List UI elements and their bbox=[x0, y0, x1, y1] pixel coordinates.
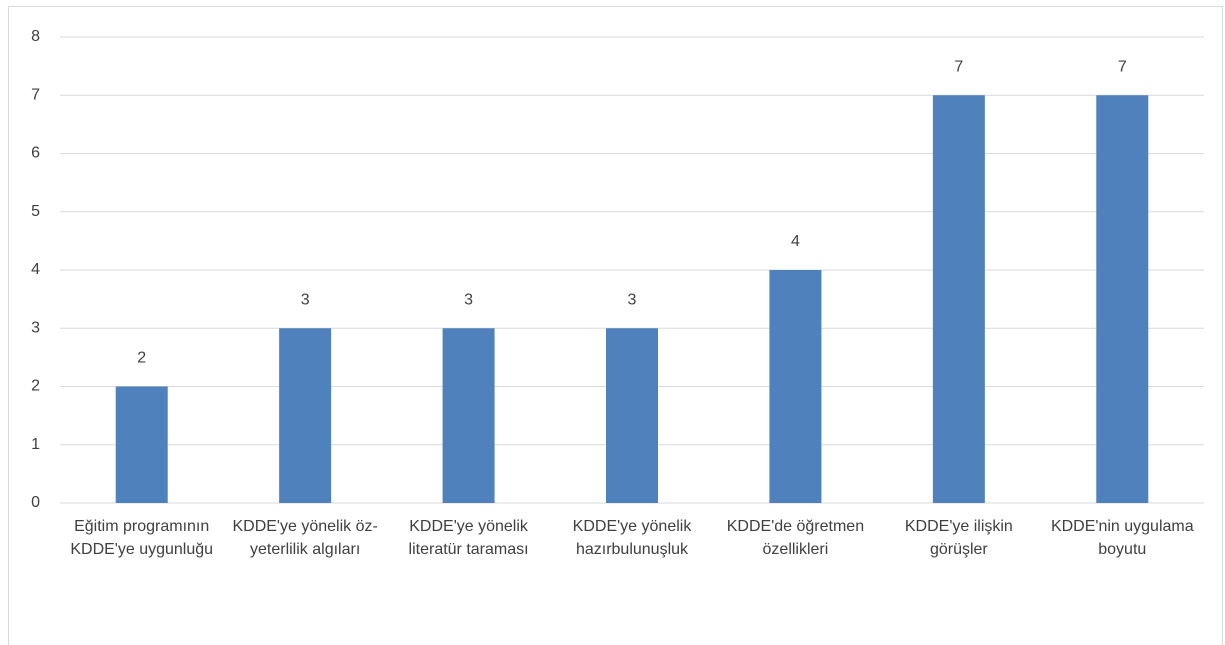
x-tick-label: KDDE'ye yönelik hazırbulunuşluk bbox=[572, 518, 692, 558]
y-tick-label: 6 bbox=[31, 145, 40, 162]
x-tick-label: KDDE'ye ilişkin görüşler bbox=[904, 518, 1013, 558]
bar bbox=[769, 270, 822, 503]
data-label: 2 bbox=[137, 350, 146, 367]
y-tick-label: 1 bbox=[31, 436, 40, 453]
data-label: 7 bbox=[1118, 58, 1127, 75]
x-tick-label: KDDE'nin uygulama boyutu bbox=[1050, 518, 1194, 558]
data-label: 3 bbox=[628, 291, 637, 308]
y-tick-label: 4 bbox=[31, 261, 40, 278]
bar bbox=[279, 328, 332, 503]
x-tick-label: KDDE'ye yönelik literatür taraması bbox=[408, 518, 529, 558]
x-tick-label: KDDE'de öğretmen özellikleri bbox=[726, 518, 865, 558]
y-tick-label: 8 bbox=[31, 28, 40, 45]
y-tick-label: 2 bbox=[31, 378, 40, 395]
y-tick-label: 7 bbox=[31, 86, 40, 103]
bar bbox=[442, 328, 495, 503]
data-label: 3 bbox=[301, 291, 310, 308]
x-tick-label: KDDE'ye yönelik öz-yeterlilik algıları bbox=[232, 518, 378, 558]
bar bbox=[606, 328, 658, 503]
bar bbox=[1096, 95, 1149, 503]
bar bbox=[115, 386, 168, 503]
data-label: 7 bbox=[954, 58, 963, 75]
y-tick-label: 3 bbox=[31, 319, 40, 336]
x-tick-label: Eğitim programının KDDE'ye uygunluğu bbox=[70, 518, 214, 558]
chart-border bbox=[8, 6, 1223, 645]
y-tick-label: 5 bbox=[31, 203, 40, 220]
bar bbox=[932, 95, 985, 503]
data-label: 4 bbox=[791, 233, 800, 250]
data-label: 3 bbox=[464, 291, 473, 308]
y-tick-label: 0 bbox=[31, 494, 40, 511]
